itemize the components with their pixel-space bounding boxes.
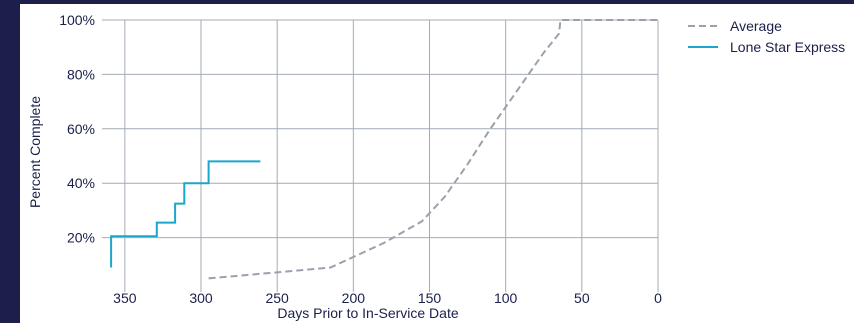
- y-tick-label: 40%: [67, 175, 95, 191]
- x-tick-label: 300: [189, 290, 213, 306]
- tick-labels: 350 300 250 200 150 100 50 0 20% 40% 60% 80% 100%: [59, 12, 662, 306]
- legend-label: Average: [730, 18, 782, 34]
- y-tick-label: 20%: [67, 230, 95, 246]
- chart-panel: 350 300 250 200 150 100 50 0 20% 40% 60% 80% 100% Da…: [20, 4, 854, 323]
- x-tick-label: 0: [654, 290, 662, 306]
- x-tick-label: 350: [113, 290, 137, 306]
- legend: Average Lone Star Express: [688, 18, 845, 55]
- y-tick-label: 100%: [59, 12, 95, 28]
- line-chart: 350 300 250 200 150 100 50 0 20% 40% 60% 80% 100% Da…: [27, 12, 845, 321]
- legend-label: Lone Star Express: [730, 39, 845, 55]
- y-axis-title: Percent Complete: [27, 96, 43, 208]
- x-tick-label: 150: [418, 290, 442, 306]
- x-axis-title: Days Prior to In-Service Date: [277, 305, 458, 321]
- x-tick-label: 200: [342, 290, 366, 306]
- x-tick-label: 100: [494, 290, 518, 306]
- y-tick-label: 80%: [67, 66, 95, 82]
- x-tick-label: 250: [265, 290, 289, 306]
- x-tick-label: 50: [574, 290, 590, 306]
- series-layer: [110, 19, 658, 280]
- y-tick-label: 60%: [67, 121, 95, 137]
- series-line-average: [208, 19, 658, 280]
- grid: [102, 19, 659, 292]
- series-line-lone-star-express: [110, 160, 261, 268]
